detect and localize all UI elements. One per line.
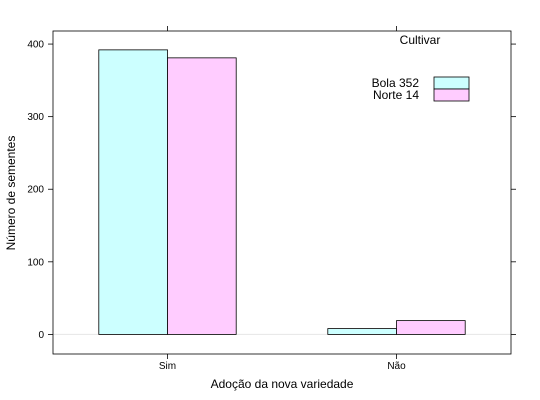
bar-series2-2	[397, 321, 466, 335]
x-tick-label: Sim	[159, 361, 176, 372]
x-axis-title: Adoção da nova variedade	[211, 377, 354, 391]
legend-title: Cultivar	[400, 33, 441, 47]
y-tick-label: 300	[27, 112, 44, 123]
y-tick-label: 200	[27, 185, 44, 196]
y-tick-label: 0	[38, 330, 44, 341]
y-tick-label: 100	[27, 257, 44, 268]
bar-series1-2	[328, 329, 397, 335]
legend-swatch	[434, 77, 469, 89]
bar-series2-1	[168, 58, 237, 335]
legend-swatch	[434, 89, 469, 101]
y-tick-label: 400	[27, 40, 44, 51]
x-tick-label: Não	[387, 361, 406, 372]
y-axis-title: Número de sementes	[4, 136, 18, 251]
legend-label: Norte 14	[373, 88, 419, 102]
bar-series1-1	[99, 50, 168, 335]
